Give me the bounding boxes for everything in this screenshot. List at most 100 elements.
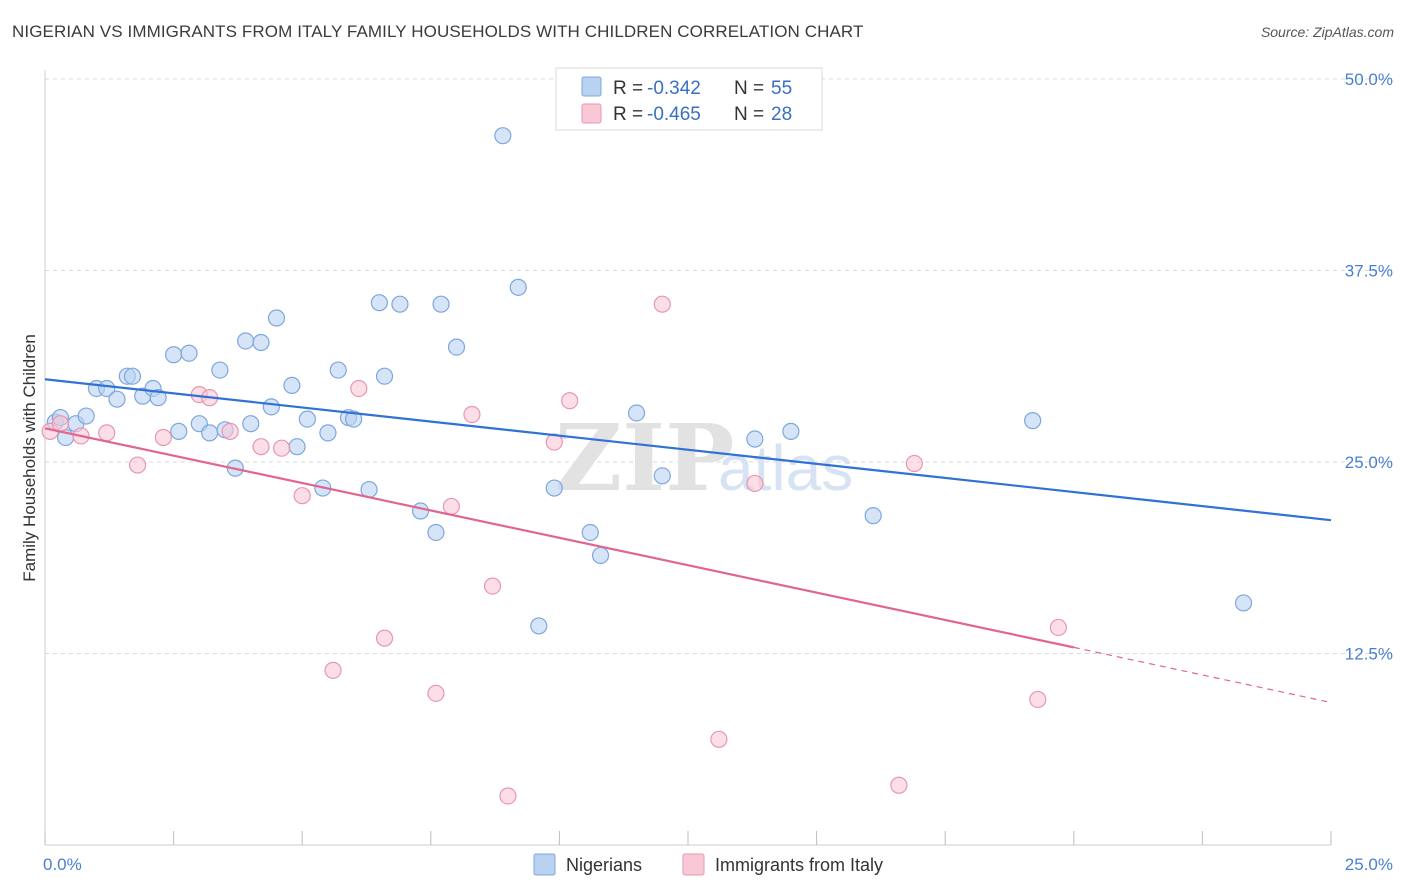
nigerian-point [530,617,548,635]
nigerian-point [494,127,512,145]
italy-point [221,422,239,440]
italy-point [1029,690,1047,709]
italy-point [442,497,460,516]
italy-point [710,730,728,748]
legend-r-label-1: R = [613,78,643,99]
italy-point [483,577,502,595]
nigerian-point [283,376,301,394]
watermark-zip: ZIP [555,404,734,512]
bottom-legend-swatch-italy [682,853,705,876]
italy-point [746,474,764,493]
nigerian-point [581,523,599,542]
italy-trendline-extension [1073,646,1332,704]
correlation-legend: R = -0.342 N = 55 R = -0.465 N = 28 [555,67,823,131]
x-tick-label-min: 0.0% [43,855,82,874]
nigerian-point [262,398,280,416]
bottom-legend-label-italy: Immigrants from Italy [715,855,883,875]
legend-r-label-2: R = [613,104,643,125]
legend-swatch-nigerian [581,76,602,97]
italy-point [905,454,923,473]
nigerian-point [123,367,142,385]
nigerian-point [237,332,255,350]
italy-point [273,439,291,457]
nigerian-point [746,430,764,448]
trendlines [44,378,1332,704]
nigerian-point [98,379,116,398]
italy-point [350,379,368,398]
nigerian-point [319,424,337,442]
series-legend: Nigerians Immigrants from Italy [533,853,883,876]
x-tick-label-max: 25.0% [1345,855,1393,874]
x-tick-marks [44,831,1332,845]
nigerian-point [627,404,646,422]
italy-point [499,787,517,805]
nigerian-point [252,333,270,352]
nigerian-points [46,127,1253,635]
nigerian-point [345,410,363,428]
nigerian-point [242,415,260,433]
italy-point [324,661,342,679]
legend-n-label-1: N = [734,78,764,99]
italy-point [463,405,481,424]
italy-point [890,776,908,794]
legend-r-value-1: -0.342 [647,78,701,99]
nigerian-point [1234,594,1253,612]
legend-swatch-italy [581,103,602,124]
nigerian-point [591,546,610,565]
y-tick-labels: 12.5% 25.0% 37.5% 50.0% [1345,70,1393,664]
y-tick-label: 50.0% [1345,70,1393,89]
nigerian-point [411,502,430,520]
italy-trendline [44,427,1075,649]
nigerian-point [447,338,466,356]
nigerian-point [391,295,409,313]
watermark-atlas: atlas [718,432,853,504]
nigerian-point [77,407,95,425]
nigerian-point [149,389,167,407]
nigerian-point [165,346,183,364]
italy-point [653,295,671,313]
legend-r-value-2: -0.465 [647,104,701,125]
italy-point [293,487,311,505]
italy-point [98,424,116,442]
legend-n-value-1: 55 [771,78,792,99]
nigerian-point [329,361,347,379]
bottom-legend-label-nigerian: Nigerians [566,855,642,875]
chart-source: Source: ZipAtlas.com [1260,24,1394,40]
y-axis-label: Family Households with Children [20,334,39,582]
nigerian-point [170,422,188,440]
nigerian-point [108,390,126,408]
nigerian-point [298,410,316,428]
nigerian-point [370,294,388,312]
italy-point [427,684,445,702]
nigerian-point [288,438,306,456]
italy-point [375,629,394,647]
italy-point [1049,618,1067,637]
nigerian-point [1024,412,1042,430]
italy-points [41,295,1067,805]
nigerian-point [432,295,450,313]
legend-n-label-2: N = [734,104,764,125]
y-tick-label: 37.5% [1345,262,1393,281]
legend-n-value-2: 28 [771,104,792,125]
italy-point [128,456,147,474]
chart-title: NIGERIAN VS IMMIGRANTS FROM ITALY FAMILY… [12,22,864,41]
italy-point [561,392,579,410]
y-tick-label: 12.5% [1345,645,1393,664]
nigerian-point [782,422,800,440]
italy-point [252,438,270,456]
nigerian-point [509,278,527,296]
y-tick-label: 25.0% [1345,453,1393,472]
nigerian-point [180,344,198,362]
nigerian-trendline [44,378,1332,522]
nigerian-point [267,309,286,327]
nigerian-point [864,507,882,525]
nigerian-point [211,361,229,379]
gridlines [45,78,1392,654]
italy-point [154,428,172,447]
nigerian-point [545,479,563,497]
nigerian-point [427,523,445,542]
bottom-legend-swatch-nigerian [533,853,556,876]
nigerian-point [201,424,219,442]
nigerian-point [375,367,394,385]
